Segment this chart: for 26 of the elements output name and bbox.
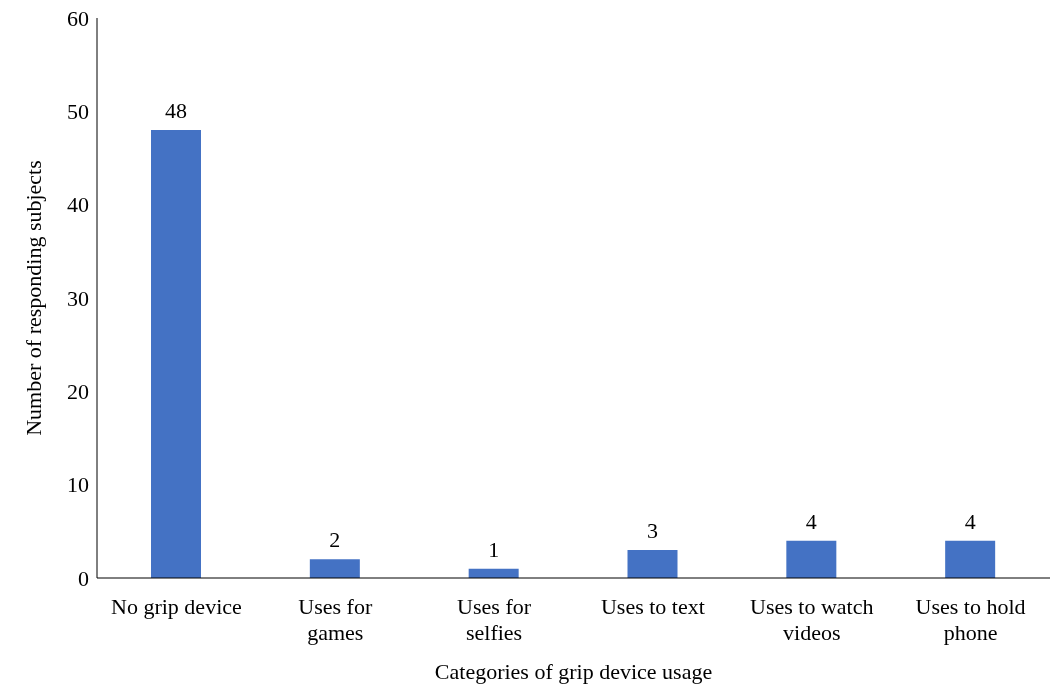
x-tick-label: Uses for games	[298, 593, 373, 646]
x-tick-label: Uses for selfies	[457, 593, 532, 646]
x-tick-label: Uses to text	[600, 593, 705, 619]
data-label: 2	[329, 527, 341, 553]
data-label: 3	[647, 518, 658, 543]
bar	[627, 550, 678, 578]
y-tick-label: 50	[67, 99, 89, 125]
y-axis-title: Number of responding subjects	[20, 160, 46, 436]
y-tick-label: 0	[78, 565, 89, 591]
data-label: 4	[805, 508, 817, 534]
y-tick-label: 10	[67, 472, 89, 498]
bar	[786, 540, 837, 578]
bar	[151, 130, 201, 578]
y-tick-label: 20	[67, 379, 89, 405]
y-tick-label: 30	[67, 285, 89, 311]
y-tick-label: 40	[67, 192, 89, 218]
x-tick-label: No grip device	[111, 593, 242, 619]
x-tick-label: Uses to watch videos	[750, 593, 874, 646]
data-label: 4	[964, 508, 976, 534]
y-tick-label: 60	[67, 5, 89, 31]
data-label: 1	[488, 536, 500, 562]
bar	[945, 540, 996, 578]
data-label: 48	[165, 98, 187, 123]
x-axis-title: Categories of grip device usage	[434, 658, 713, 684]
x-tick-label: Uses to hold phone	[915, 593, 1026, 646]
bar	[309, 559, 360, 578]
